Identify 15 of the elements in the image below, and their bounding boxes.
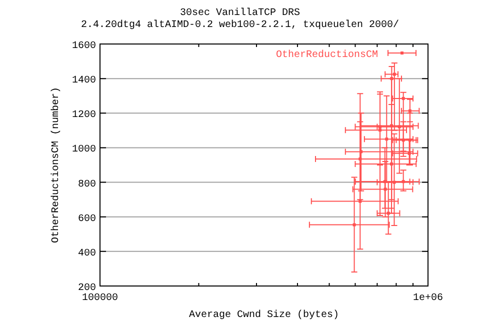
x-tick-label: 100000 [82,293,118,304]
y-tick-label: 200 [78,283,96,294]
chart-title: 30sec VanillaTCP DRS [180,7,300,19]
x-tick-label: 1e+06 [412,293,444,304]
y-axis-title: OtherReductionsCM (number) [50,86,62,244]
y-tick-label: 1600 [72,41,96,52]
legend-label: OtherReductionsCM [276,49,378,61]
y-tick-label: 1000 [72,144,96,156]
y-tick-label: 600 [78,214,96,225]
y-tick-label: 1200 [72,110,96,122]
x-axis-title: Average Cwnd Size (bytes) [188,309,340,320]
chart-subtitle: 2.4.20dtg4 altAIMD-0.2 web100-2.2.1, txqueuelen 2000/ [80,19,400,31]
y-tick-label: 800 [78,179,96,190]
y-tick-label: 400 [78,248,96,260]
y-tick-label: 1400 [72,76,96,87]
